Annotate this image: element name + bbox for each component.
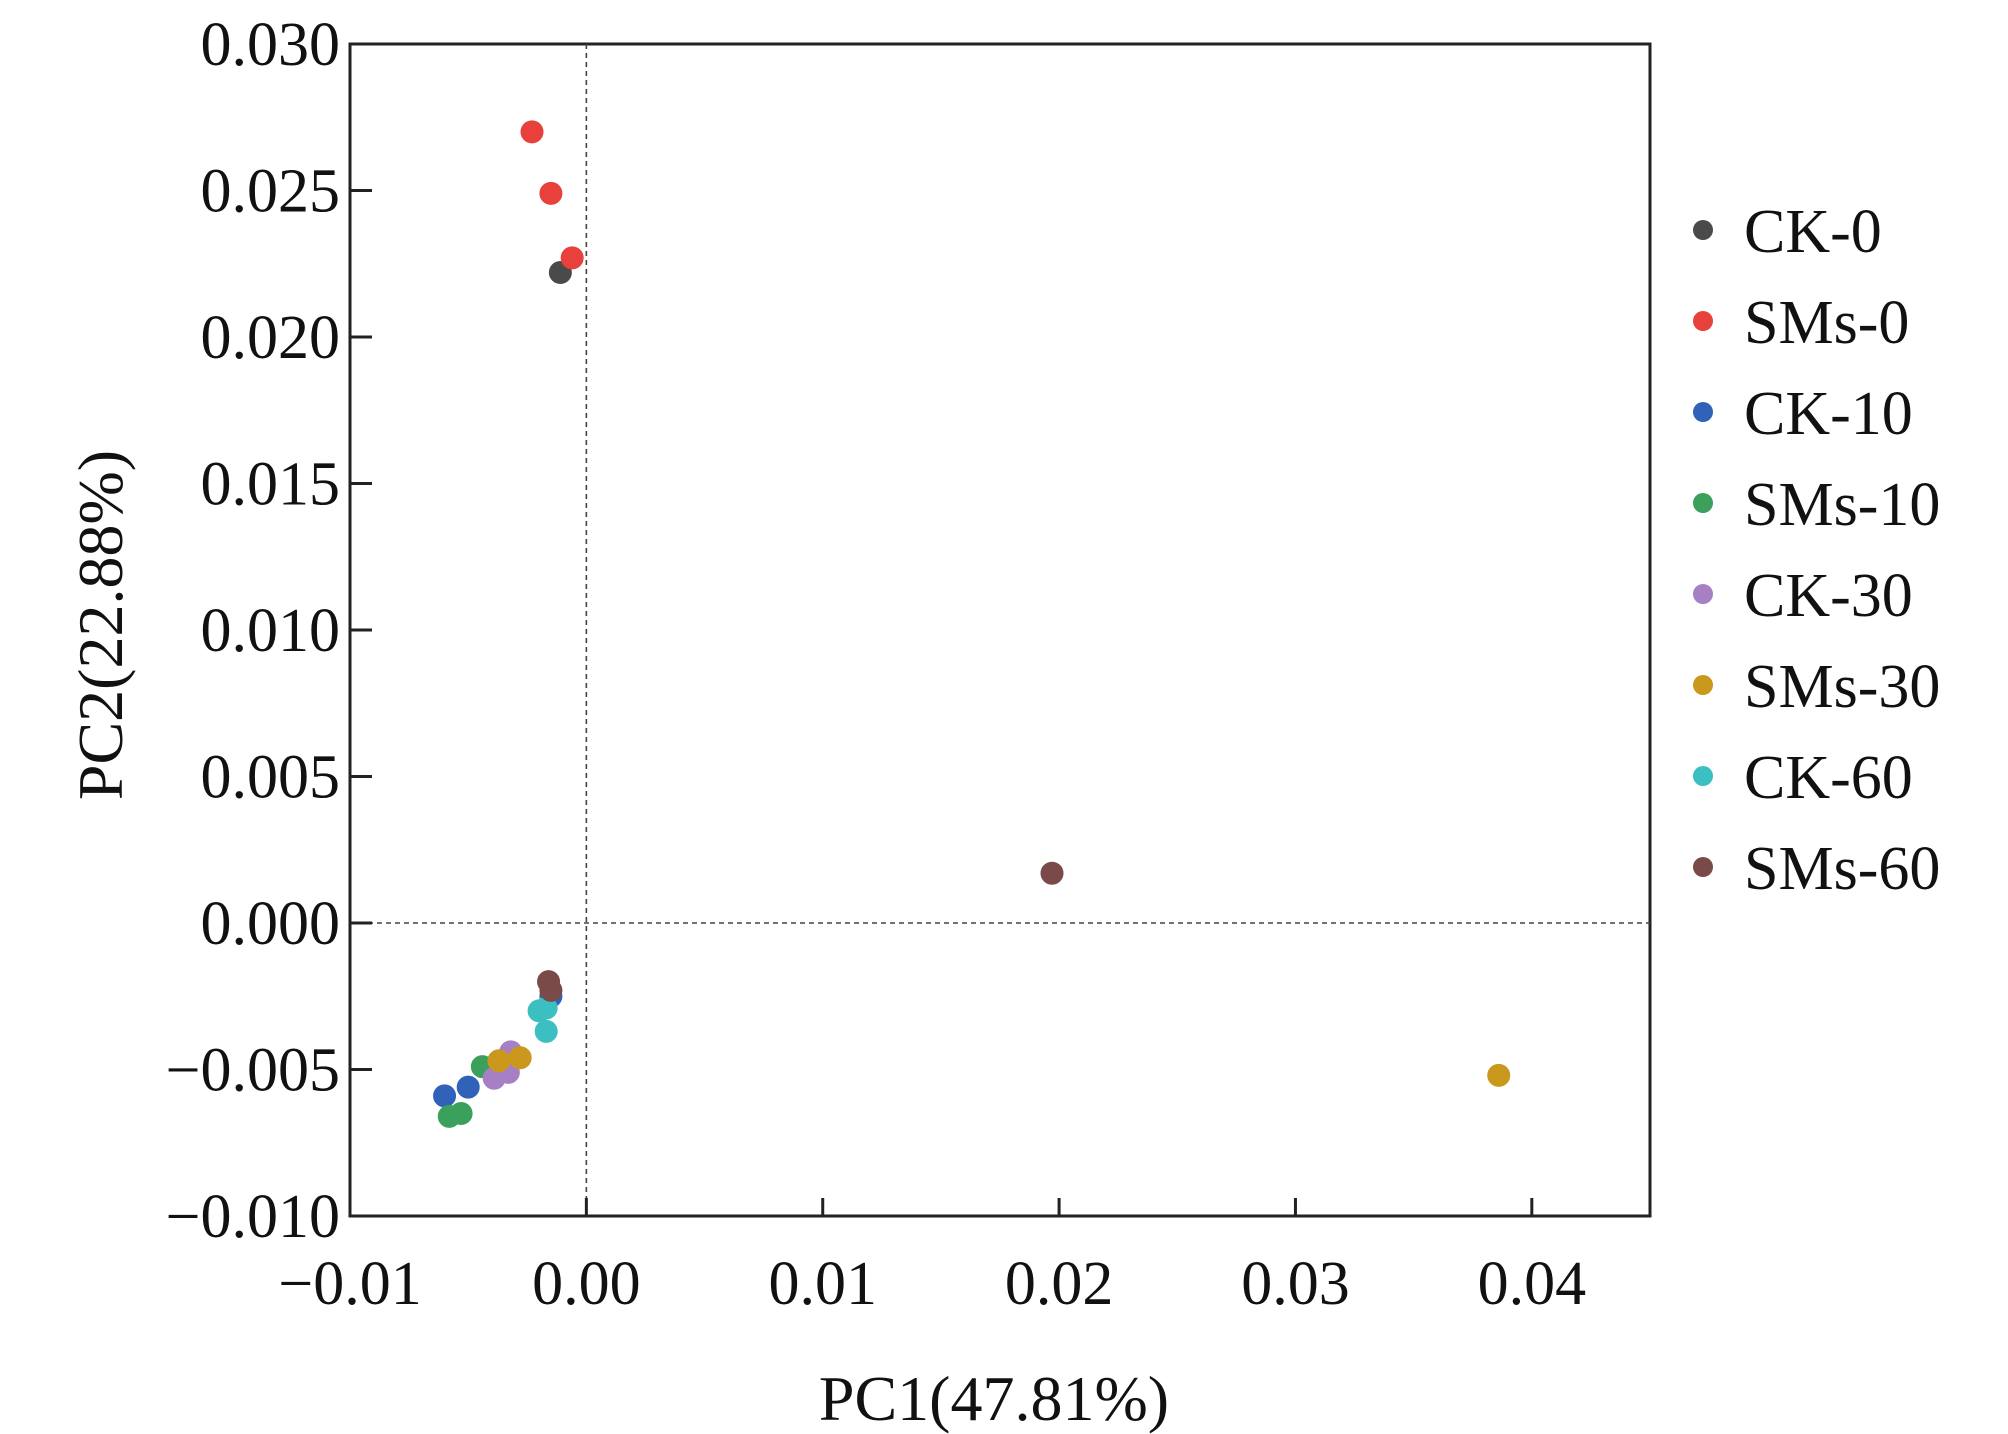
legend-label: CK-30 bbox=[1744, 562, 1913, 630]
y-axis: −0.010 −0.005 0.000 0.005 0.010 0.015 0.020 0.0… bbox=[166, 11, 372, 1251]
y-tick-label: 0.000 bbox=[201, 890, 341, 958]
x-axis-label: PC1(47.81%) bbox=[819, 1363, 1169, 1434]
data-point bbox=[449, 1101, 473, 1125]
data-point bbox=[1487, 1063, 1511, 1087]
legend-label: CK-60 bbox=[1744, 744, 1913, 812]
data-point bbox=[456, 1075, 480, 1099]
legend-marker bbox=[1693, 220, 1713, 240]
x-tick-label: 0.03 bbox=[1241, 1250, 1350, 1318]
legend-marker bbox=[1693, 766, 1713, 786]
y-tick-label: 0.020 bbox=[201, 304, 341, 372]
reference-lines bbox=[350, 44, 1650, 1216]
legend-label: CK-0 bbox=[1744, 198, 1882, 266]
x-tick-label: 0.01 bbox=[768, 1250, 877, 1318]
y-tick-label: 0.015 bbox=[201, 451, 341, 519]
data-point bbox=[534, 1019, 558, 1043]
data-point bbox=[520, 120, 544, 144]
x-axis: −0.01 0.00 0.01 0.02 0.03 0.04 bbox=[278, 1198, 1586, 1318]
x-tick-label: 0.04 bbox=[1478, 1250, 1587, 1318]
legend-marker bbox=[1693, 584, 1713, 604]
legend-label: SMs-30 bbox=[1744, 653, 1940, 721]
legend-label: SMs-0 bbox=[1744, 289, 1909, 357]
legend-label: SMs-60 bbox=[1744, 835, 1940, 903]
legend-marker bbox=[1693, 311, 1713, 331]
legend-marker bbox=[1693, 493, 1713, 513]
legend-label: CK-10 bbox=[1744, 380, 1913, 448]
x-tick-label: −0.01 bbox=[278, 1250, 421, 1318]
y-tick-label: 0.025 bbox=[201, 158, 341, 226]
x-tick-label: 0.02 bbox=[1005, 1250, 1114, 1318]
legend: CK-0 SMs-0 CK-10 SMs-10 CK-30 SMs-30 CK-60 SMs-… bbox=[1693, 198, 1940, 903]
data-point bbox=[487, 1049, 511, 1073]
y-tick-label: −0.010 bbox=[166, 1183, 340, 1251]
y-tick-label: 0.010 bbox=[201, 597, 341, 665]
legend-label: SMs-10 bbox=[1744, 471, 1940, 539]
legend-marker bbox=[1693, 857, 1713, 877]
y-axis-label: PC2(22.88%) bbox=[65, 450, 136, 800]
y-tick-label: 0.005 bbox=[201, 744, 341, 812]
data-points bbox=[433, 120, 1511, 1128]
legend-marker bbox=[1693, 675, 1713, 695]
y-tick-label: 0.030 bbox=[201, 11, 341, 79]
data-point bbox=[560, 246, 584, 270]
data-point bbox=[539, 978, 563, 1002]
data-point bbox=[1040, 861, 1064, 885]
data-point bbox=[539, 181, 563, 205]
data-point bbox=[508, 1046, 532, 1070]
data-point bbox=[433, 1084, 457, 1108]
legend-marker bbox=[1693, 402, 1713, 422]
y-tick-label: −0.005 bbox=[166, 1037, 340, 1105]
x-tick-label: 0.00 bbox=[532, 1250, 641, 1318]
